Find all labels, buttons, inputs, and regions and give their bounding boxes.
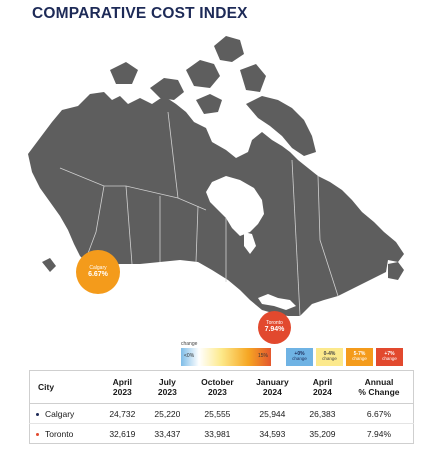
table-row-toronto: Toronto 32,619 33,437 33,981 34,593 35,2… [30,424,414,444]
header-jul-2023: July 2023 [144,370,190,405]
header-oct-2023: October 2023 [189,370,245,405]
header-annual-change: Annual% Change [344,370,414,405]
value-cell: 26,383 [299,403,345,425]
northern-island-4 [240,64,266,92]
james-bay [244,232,256,254]
city-cell: Calgary [29,403,100,425]
annual-change-cell: 6.67% [344,403,414,425]
legend-gradient-bar: <0% 15% [181,348,271,366]
city-marker-toronto[interactable]: Toronto 7.94% [258,311,291,344]
header-jan-2024: January 2024 [244,370,300,405]
city-marker-value: 6.67% [88,270,108,278]
legend-box-0-4: 0-4% change [316,348,343,366]
value-cell: 33,437 [154,428,181,439]
city-cell: Toronto [30,424,100,444]
legend-box-sub: change [382,356,397,362]
header-city: City [29,370,100,405]
legend-box-key: +0% [294,350,305,357]
newfoundland [388,262,404,280]
northern-island-1 [150,78,184,100]
baffin-island [246,96,316,156]
city-marker-name: Calgary [89,264,107,271]
legend-box-5-7: 5-7% change [346,348,373,366]
value-cell: 24,732 [99,403,145,425]
legend-box-sub: change [292,356,307,362]
legend-box-under-zero: +0% change [286,348,313,366]
legend-gradient-high: 15% [257,353,268,359]
vancouver-island [42,258,56,272]
table-row-calgary: Calgary 24,732 25,220 25,555 25,944 26,3… [29,403,414,425]
city-dot-icon [36,413,39,417]
value-cell: 33,981 [204,428,231,439]
great-lakes [258,294,296,310]
provincial-borders [59,111,339,317]
legend-box-sub: change [352,356,367,362]
cost-index-table: City April 2023 July 2023 October 2023 Janu… [29,370,414,445]
northern-island-5 [110,62,138,84]
northern-island-3 [214,36,244,62]
legend-box-key: +7% [384,350,395,357]
city-dot-icon [36,433,39,437]
hudson-bay [206,176,264,236]
value-cell: 25,555 [189,403,245,425]
legend-label: change [181,341,198,347]
header-apr-2024: April 2024 [299,370,345,405]
page-title: COMPARATIVE COST INDEX [32,5,248,22]
table-header-row: City April 2023 July 2023 October 2023 Janu… [29,370,414,405]
value-cell: 25,944 [244,403,300,425]
legend-box-over-7: +7% change [376,348,403,366]
header-apr-2023: April 2023 [99,370,145,405]
value-cell: 35,209 [309,428,336,439]
city-marker-value: 7.94% [264,326,285,334]
legend-gradient-low: <0% [184,353,195,359]
value-cell: 32,619 [109,428,136,439]
legend-box-sub: change [322,356,337,362]
legend-box-key: 0-4% [323,350,336,357]
northern-island-7 [168,108,188,124]
northern-island-2 [186,60,220,88]
city-marker-name: Toronto [266,320,283,327]
value-cell: 25,220 [144,403,190,425]
annual-change-cell: 7.94% [366,428,392,439]
northern-island-6 [196,94,222,114]
legend-box-key: 5-7% [353,350,366,357]
city-marker-calgary[interactable]: Calgary 6.67% [76,250,120,294]
value-cell: 34,593 [259,428,286,439]
